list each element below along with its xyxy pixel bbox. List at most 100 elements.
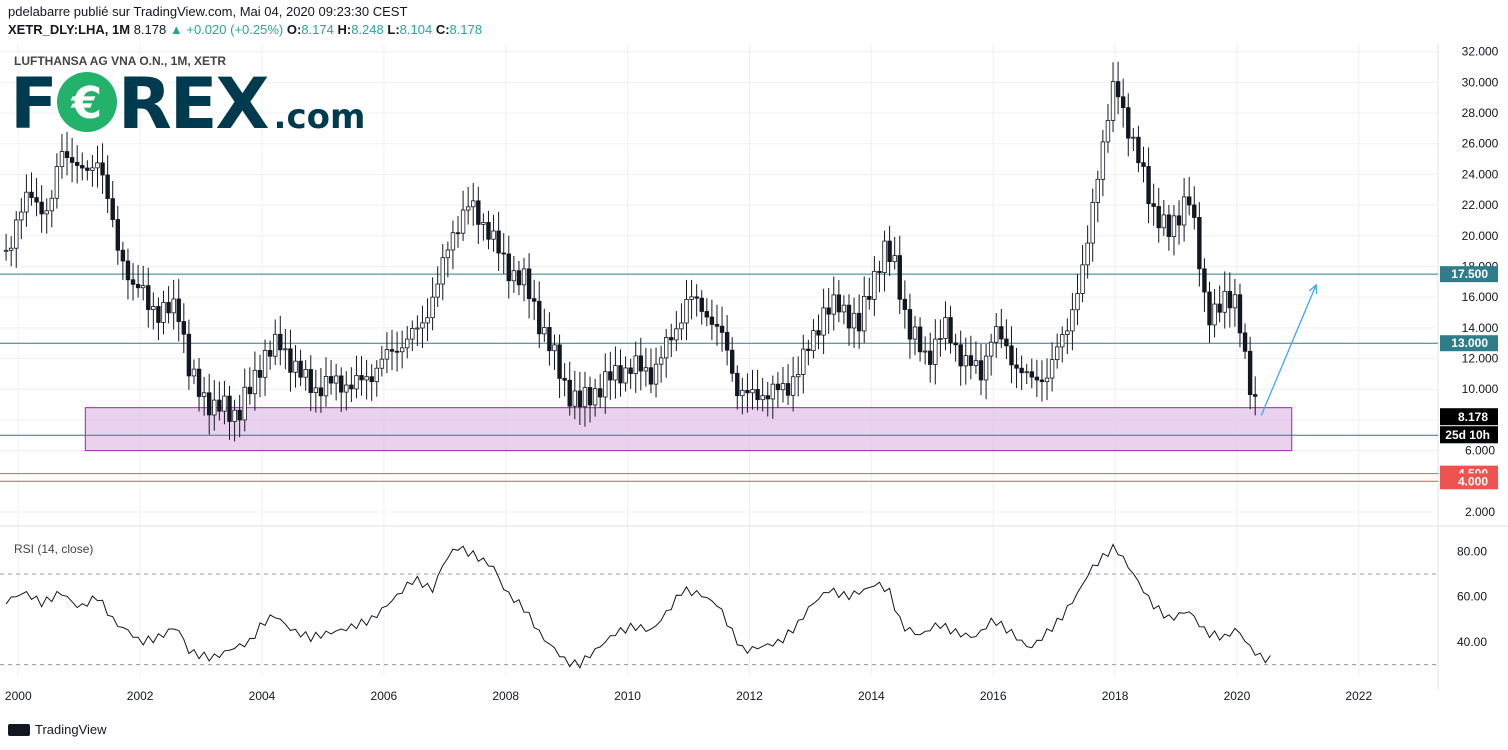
candle-body — [410, 328, 415, 340]
candle-body — [405, 338, 410, 349]
candle-body — [714, 324, 720, 327]
candle-body — [59, 151, 65, 168]
euro-coin-icon: € — [56, 72, 117, 132]
candle-body — [389, 349, 395, 352]
candle-body — [491, 230, 496, 240]
candle-body — [882, 240, 887, 273]
candle-body — [328, 376, 334, 384]
candle-body — [597, 388, 603, 398]
candle-body — [1085, 242, 1090, 266]
candle-body — [1024, 371, 1029, 374]
candle-body — [877, 270, 882, 273]
candle-body — [120, 249, 126, 262]
candle-body — [283, 348, 288, 351]
candle-body — [460, 209, 466, 234]
rsi-tick-label: 40.00 — [1457, 635, 1487, 649]
candle-body — [257, 369, 263, 378]
candle-body — [435, 283, 440, 298]
symbol: XETR_DLY:LHA, 1M — [8, 22, 131, 37]
candle-body — [994, 326, 999, 343]
tradingview-logo-icon — [8, 723, 30, 736]
symbol-ohlc: XETR_DLY:LHA, 1M 8.178 ▲ +0.020 (+0.25%)… — [8, 22, 482, 37]
open-label: O: — [286, 22, 302, 37]
candle-body — [531, 298, 537, 302]
candle-body — [501, 252, 506, 255]
high-label: H: — [337, 22, 352, 37]
candle-body — [39, 201, 44, 215]
y-tick-label: 2.000 — [1465, 505, 1495, 519]
candle-body — [846, 304, 852, 329]
candle-body — [176, 298, 181, 322]
candle-body — [379, 358, 385, 369]
logo-rex: REX — [117, 63, 270, 145]
candle-body — [278, 333, 283, 351]
candle-body — [953, 342, 958, 346]
candle-body — [1009, 345, 1014, 366]
candle-body — [384, 349, 390, 360]
candle-body — [34, 197, 39, 203]
candle-body — [74, 162, 80, 166]
candle-body — [29, 191, 34, 198]
candle-body — [1065, 330, 1070, 335]
candle-body — [658, 357, 664, 365]
candle-body — [1095, 178, 1100, 203]
candle-body — [125, 260, 131, 281]
candle-body — [674, 328, 679, 341]
candle-body — [562, 378, 567, 381]
candle-body — [344, 384, 349, 393]
high-value: 8.248 — [351, 22, 384, 37]
candle-body — [796, 374, 801, 378]
candle-body — [146, 285, 151, 310]
instrument-title: LUFTHANSA AG VNA O.N., 1M, XETR — [14, 54, 227, 68]
candle-body — [130, 279, 136, 285]
published-by: pdelabarre publié sur TradingView.com, M… — [8, 4, 408, 19]
candle-body — [552, 344, 557, 352]
candle-body — [1222, 290, 1227, 313]
candle-body — [1039, 379, 1045, 383]
candle-body — [623, 367, 628, 384]
candle-body — [1060, 334, 1065, 348]
candle-body — [232, 409, 237, 422]
x-tick-label: 2018 — [1102, 689, 1129, 703]
last-price: 8.178 — [133, 22, 167, 37]
candle-body — [745, 389, 750, 394]
candle-body — [273, 333, 278, 357]
candle-body — [1034, 376, 1040, 381]
x-tick-label: 2000 — [5, 689, 32, 703]
candle-body — [867, 295, 872, 300]
candle-body — [140, 285, 146, 289]
candle-body — [653, 363, 659, 385]
candle-body — [339, 375, 344, 393]
close-value: 8.178 — [449, 22, 483, 37]
candle-body — [521, 268, 527, 286]
candle-body — [465, 206, 471, 211]
x-tick-label: 2008 — [492, 689, 519, 703]
candle-body — [90, 167, 95, 171]
candle-body — [237, 409, 242, 421]
candle-body — [1049, 359, 1055, 379]
candle-body — [922, 350, 928, 353]
candle-body — [308, 369, 313, 393]
candle-body — [318, 387, 324, 397]
candle-body — [450, 232, 456, 251]
candle-body — [613, 365, 618, 381]
candle-body — [212, 399, 217, 416]
tradingview-footer[interactable]: TradingView — [8, 722, 107, 737]
candle-body — [983, 355, 989, 381]
support-zone — [84, 407, 1293, 452]
candle-body — [811, 330, 816, 352]
candle-body — [69, 157, 75, 163]
candle-body — [1217, 303, 1222, 313]
candle-body — [496, 230, 501, 254]
candle-body — [638, 355, 644, 372]
candle-body — [1186, 196, 1192, 206]
candle-body — [856, 312, 862, 332]
candle-body — [1080, 264, 1085, 294]
x-tick-label: 2014 — [858, 689, 885, 703]
x-tick-label: 2012 — [736, 689, 763, 703]
candle-body — [227, 395, 232, 422]
candle-body — [887, 240, 892, 263]
y-tick-label: 24.000 — [1462, 167, 1499, 181]
candle-body — [801, 348, 806, 375]
